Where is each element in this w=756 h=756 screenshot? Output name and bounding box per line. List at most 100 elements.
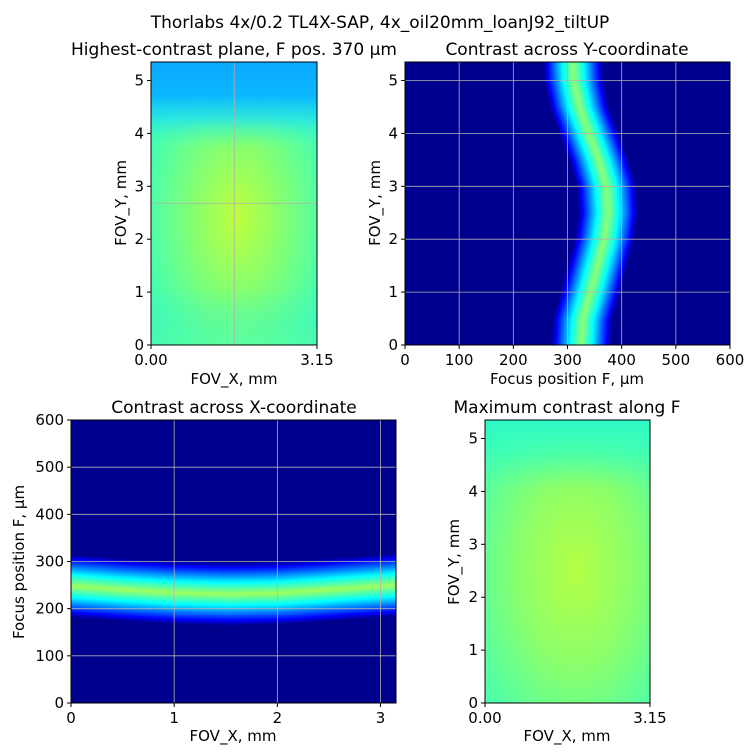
band-strip (576, 223, 637, 227)
band-strip (92, 556, 96, 620)
band-strip (262, 561, 266, 625)
band-strip (322, 558, 325, 622)
band-strip (555, 309, 615, 312)
panel2-ylabel: FOV_Y, mm (366, 160, 385, 246)
band-strip (550, 109, 611, 113)
band-strip (222, 562, 226, 626)
band-strip (114, 557, 118, 621)
band-strip (72, 554, 76, 618)
band-strip (140, 559, 144, 623)
band-strip (284, 561, 287, 625)
band-strip (146, 559, 150, 623)
band-strip (188, 561, 192, 625)
x-tick-label: 3.15 (300, 351, 333, 369)
band-strip (571, 167, 632, 171)
band-strip (180, 561, 184, 625)
band-strip (543, 69, 604, 73)
band-strip (551, 111, 612, 115)
band-strip (384, 554, 387, 618)
band-strip (576, 221, 637, 225)
band-strip (282, 561, 285, 625)
y-tick-label: 2 (388, 230, 398, 248)
band-strip (170, 561, 174, 624)
band-strip (120, 558, 124, 622)
band-strip (552, 323, 613, 326)
band-strip (226, 562, 230, 626)
band-strip (544, 79, 604, 83)
band-strip (364, 555, 367, 619)
panel2-grid (405, 62, 730, 345)
panel1-title: Highest-contrast plane, F pos. 370 μm (71, 40, 397, 60)
band-strip (84, 555, 88, 619)
band-strip (565, 273, 625, 276)
band-strip (192, 561, 196, 625)
band-strip (565, 271, 626, 274)
band-strip (576, 185, 637, 189)
band-strip (116, 557, 120, 621)
panel2-title: Contrast across Y-coordinate (445, 40, 688, 60)
band-strip (560, 135, 621, 139)
band-strip (366, 555, 369, 619)
band-strip (150, 559, 154, 623)
band-strip (278, 561, 281, 625)
band-strip (234, 562, 238, 626)
band-strip (577, 219, 637, 223)
band-strip (168, 560, 172, 624)
band-strip (200, 561, 204, 625)
panel1-y-ticks: 0 1 2 3 4 5 (134, 72, 151, 354)
band-strip (551, 343, 612, 345)
band-strip (570, 165, 631, 169)
band-strip (574, 177, 635, 181)
band-strip (576, 225, 637, 229)
band-strip (132, 558, 136, 622)
band-strip (94, 556, 98, 620)
band-strip (575, 229, 636, 233)
y-tick-label: 0 (468, 694, 478, 712)
band-strip (555, 121, 616, 125)
x-tick-label: 2 (273, 709, 283, 727)
band-strip (552, 317, 613, 320)
band-strip (198, 561, 202, 625)
band-strip (156, 560, 160, 624)
band-strip (564, 147, 625, 151)
band-strip (82, 555, 86, 619)
band-strip (294, 560, 297, 624)
band-strip (394, 553, 396, 617)
band-strip (178, 561, 182, 625)
band-strip (338, 557, 341, 621)
y-tick-label: 5 (388, 72, 398, 90)
band-strip (575, 231, 636, 234)
band-strip (152, 560, 156, 623)
band-strip (300, 560, 303, 624)
panel2-xlabel: Focus position F, μm (490, 370, 644, 388)
band-strip (268, 561, 271, 625)
band-strip (573, 241, 634, 244)
y-tick-label: 3 (468, 535, 478, 553)
band-strip (551, 337, 612, 340)
panel1-heatmap (151, 62, 317, 345)
band-strip (86, 555, 90, 619)
band-strip (310, 559, 313, 623)
band-strip (544, 81, 605, 85)
band-strip (554, 311, 615, 314)
y-tick-label: 3 (388, 177, 398, 195)
band-strip (250, 562, 254, 626)
band-strip (326, 558, 329, 622)
band-strip (549, 103, 609, 107)
band-strip (186, 561, 190, 625)
band-strip (578, 209, 638, 213)
band-strip (342, 557, 345, 621)
band-strip (574, 235, 635, 238)
band-strip (320, 558, 323, 622)
y-tick-label: 2 (134, 230, 144, 248)
band-strip (556, 125, 617, 129)
band-strip (559, 295, 619, 298)
band-strip (174, 561, 178, 625)
band-strip (569, 159, 630, 163)
band-strip (562, 283, 623, 286)
band-strip (126, 558, 130, 622)
x-tick-label: 500 (662, 351, 691, 369)
band-strip (576, 189, 637, 193)
panel4-heatmap (485, 420, 650, 703)
band-strip (204, 562, 208, 625)
